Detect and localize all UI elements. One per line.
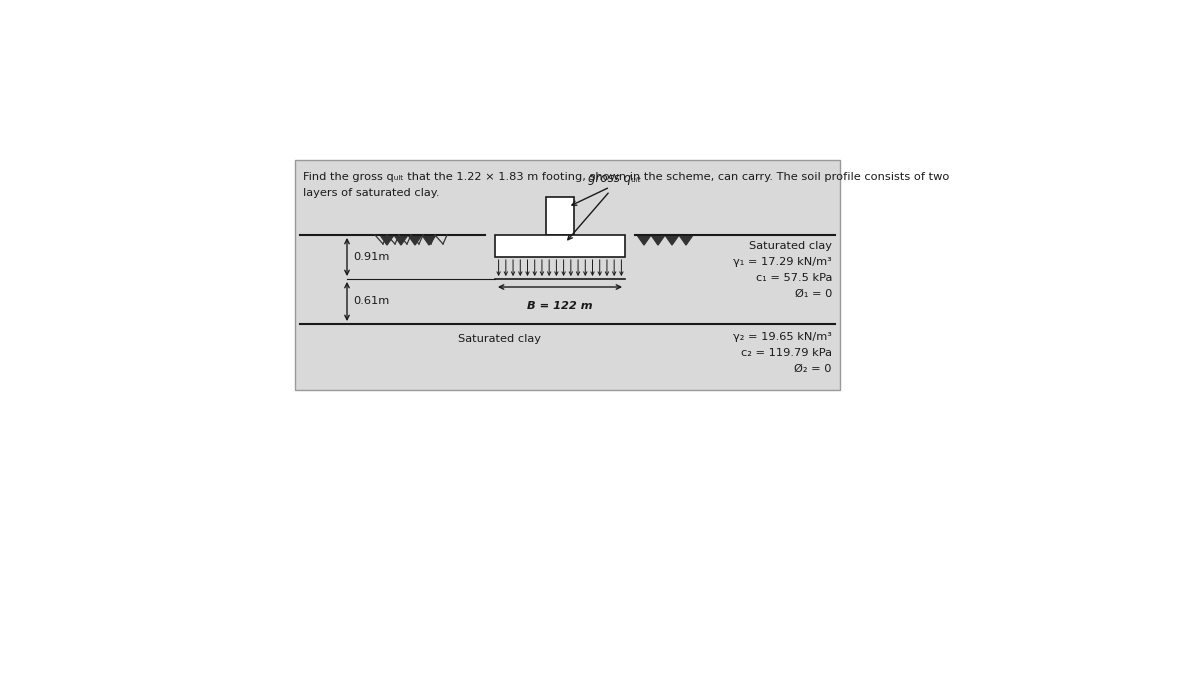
Polygon shape	[422, 235, 436, 245]
Bar	[295, 160, 840, 390]
Bar	[496, 235, 625, 257]
Bar	[546, 197, 574, 235]
Text: 0.91m: 0.91m	[353, 252, 389, 262]
Text: γ₁ = 17.29 kN/m³: γ₁ = 17.29 kN/m³	[733, 257, 832, 267]
Text: Ø₂ = 0: Ø₂ = 0	[794, 364, 832, 374]
Polygon shape	[637, 235, 650, 245]
Polygon shape	[394, 235, 408, 245]
Polygon shape	[679, 235, 694, 245]
Text: layers of saturated clay.: layers of saturated clay.	[302, 188, 439, 198]
Text: gross qᵤₗₜ: gross qᵤₗₜ	[588, 172, 642, 185]
Text: c₁ = 57.5 kPa: c₁ = 57.5 kPa	[756, 273, 832, 283]
Text: Ø₁ = 0: Ø₁ = 0	[794, 289, 832, 299]
Text: c₂ = 119.79 kPa: c₂ = 119.79 kPa	[742, 348, 832, 358]
Text: Saturated clay: Saturated clay	[458, 334, 541, 344]
Polygon shape	[650, 235, 665, 245]
Polygon shape	[665, 235, 679, 245]
Text: Saturated clay: Saturated clay	[749, 241, 832, 251]
Polygon shape	[408, 235, 422, 245]
Text: 0.61m: 0.61m	[353, 296, 389, 306]
Text: γ₂ = 19.65 kN/m³: γ₂ = 19.65 kN/m³	[733, 332, 832, 342]
Polygon shape	[380, 235, 394, 245]
Text: B = 122 m: B = 122 m	[527, 301, 593, 311]
Text: Find the gross qᵤₗₜ that the 1.22 × 1.83 m footing, shown in the scheme, can car: Find the gross qᵤₗₜ that the 1.22 × 1.83…	[302, 172, 949, 182]
